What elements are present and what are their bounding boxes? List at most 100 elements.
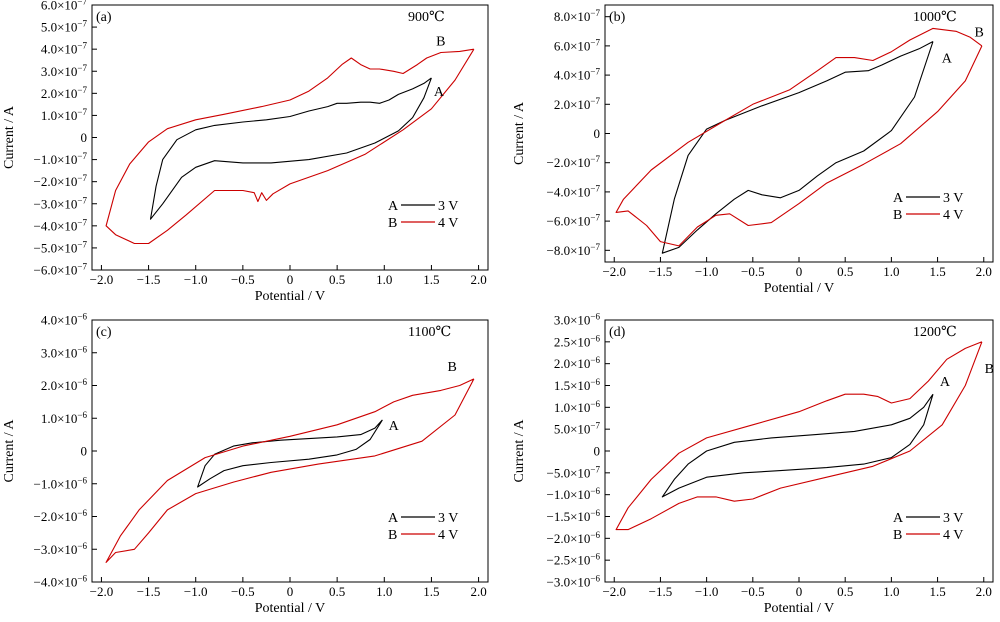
y-tick-label: −6.0×10−7 — [34, 262, 88, 278]
series-line-b — [105, 48, 475, 245]
x-tick-label: −1.0 — [184, 584, 208, 599]
legend-label: 3 V — [438, 511, 458, 526]
panel-2: −2.0 −1.5 −1.0 −0.5 0 0.5 1.0 1.5 2.0−8.0×10−7−6… — [512, 4, 994, 296]
y-tick-mantissa: 2.0×10 — [41, 378, 78, 393]
panel-label: (b) — [609, 10, 626, 25]
y-tick-label: 1.0×10−7 — [41, 107, 88, 123]
curve-label-b: B — [985, 362, 994, 377]
legend-key: B — [388, 216, 397, 231]
y-tick-mantissa: 1.0×10 — [554, 400, 591, 415]
y-tick-mantissa: 5.0×10 — [41, 20, 78, 35]
x-tick-label: 1.5 — [929, 264, 945, 279]
x-tick-label: 2.0 — [976, 264, 992, 279]
y-tick-label: 2.0×10−6 — [554, 355, 601, 371]
y-tick-exponent: −7 — [590, 183, 600, 193]
y-tick-label: −3.0×10−6 — [34, 541, 88, 557]
x-axis-label: Potential / V — [764, 281, 835, 296]
y-tick-label: 0 — [594, 444, 601, 459]
curve-label-a: A — [942, 52, 953, 67]
y-tick-label: −3.0×10−6 — [547, 574, 601, 590]
y-tick-exponent: −7 — [77, 85, 87, 95]
x-tick-label: −1.5 — [649, 264, 673, 279]
panel-1: −2.0 −1.5 −1.0 −0.5 0 0.5 1.0 1.5 2.0−6.0×10−7−5… — [2, 0, 489, 304]
y-tick-mantissa: −5.0×10 — [547, 465, 591, 480]
series-line-b — [615, 27, 983, 247]
x-tick-label: −2.0 — [602, 264, 626, 279]
y-tick-mantissa: 1.0×10 — [41, 411, 78, 426]
panel-label: (a) — [96, 10, 112, 25]
y-tick-label: 4.0×10−6 — [41, 312, 88, 328]
y-tick-label: 0 — [81, 444, 88, 459]
x-tick-label: −1.0 — [695, 264, 719, 279]
y-tick-label: −1.0×10−7 — [34, 151, 88, 167]
x-tick-label: −0.5 — [231, 584, 255, 599]
y-tick-label: 2.0×10−6 — [41, 377, 88, 393]
plot-frame — [604, 319, 994, 583]
x-tick-label: −1.0 — [184, 272, 208, 287]
panel-label: (c) — [96, 325, 112, 340]
y-tick-label: 1.0×10−6 — [41, 410, 88, 426]
x-tick-label: 2.0 — [976, 584, 992, 599]
y-tick-label: 3.0×10−7 — [41, 63, 88, 79]
y-tick-mantissa: 6.0×10 — [41, 0, 78, 13]
y-tick-exponent: −7 — [590, 67, 600, 77]
legend-label: 3 V — [438, 199, 458, 214]
legend-key: A — [893, 191, 904, 206]
y-tick-exponent: −7 — [77, 151, 87, 161]
y-tick-exponent: −7 — [590, 213, 600, 223]
y-tick-exponent: −7 — [77, 195, 87, 205]
y-axis-label: Current / A — [512, 419, 527, 483]
x-tick-label: 1.0 — [376, 584, 392, 599]
x-tick-label: 0.5 — [329, 584, 345, 599]
y-tick-mantissa: 1.5×10 — [554, 378, 591, 393]
y-tick-label: −2.0×10−7 — [547, 154, 601, 170]
y-tick-label: 2.0×10−7 — [554, 96, 601, 112]
y-tick-exponent: −6 — [590, 574, 600, 584]
curve-label-b: B — [436, 34, 445, 49]
y-tick-mantissa: 2.0×10 — [554, 97, 591, 112]
x-tick-label: −0.5 — [231, 272, 255, 287]
y-tick-label: −1.5×10−6 — [547, 508, 601, 524]
x-tick-label: 2.0 — [470, 584, 486, 599]
series-line-a — [197, 419, 383, 488]
panel-label: (d) — [609, 325, 626, 340]
panel-3: −2.0 −1.5 −1.0 −0.5 0 0.5 1.0 1.5 2.0−4.0×10−6−3… — [2, 312, 489, 616]
y-tick-exponent: −6 — [590, 312, 600, 322]
x-tick-label: 2.0 — [470, 272, 486, 287]
y-tick-mantissa: 2.0×10 — [41, 86, 78, 101]
y-tick-mantissa: −2.0×10 — [547, 155, 591, 170]
legend-label: 4 V — [438, 216, 458, 231]
y-tick-mantissa: −1.0×10 — [34, 476, 78, 491]
y-tick-label: 4.0×10−7 — [41, 41, 88, 57]
legend-label: 4 V — [438, 528, 458, 543]
y-tick-label: −6.0×10−7 — [547, 213, 601, 229]
legend-label: 3 V — [943, 511, 963, 526]
y-tick-exponent: −7 — [77, 41, 87, 51]
y-tick-label: −2.0×10−6 — [34, 508, 88, 524]
y-tick-exponent: −7 — [77, 19, 87, 29]
y-tick-label: −5.0×10−7 — [34, 239, 88, 255]
y-tick-label: −2.0×10−6 — [547, 530, 601, 546]
y-tick-label: −8.0×10−7 — [547, 242, 601, 258]
series-line-b — [105, 378, 475, 563]
y-tick-exponent: −7 — [77, 63, 87, 73]
legend-key: A — [388, 511, 399, 526]
y-tick-mantissa: 8.0×10 — [554, 9, 591, 24]
series-line-a — [661, 41, 934, 254]
y-tick-mantissa: −4.0×10 — [34, 575, 78, 590]
x-axis-label: Potential / V — [255, 601, 326, 616]
x-tick-label: −2.0 — [602, 584, 626, 599]
x-tick-label: −1.0 — [695, 584, 719, 599]
y-tick-label: 6.0×10−7 — [41, 0, 88, 13]
y-tick-mantissa: 3.0×10 — [41, 64, 78, 79]
y-tick-exponent: −6 — [590, 486, 600, 496]
x-tick-label: −1.5 — [137, 272, 161, 287]
panel-4: −2.0 −1.5 −1.0 −0.5 0 0.5 1.0 1.5 2.0−3.0×10−6−2… — [512, 312, 994, 617]
y-tick-exponent: −6 — [590, 508, 600, 518]
y-tick-label: 8.0×10−7 — [554, 8, 601, 24]
y-tick-label: 1.0×10−6 — [554, 399, 601, 415]
y-tick-label: 4.0×10−7 — [554, 67, 601, 83]
y-tick-mantissa: −1.0×10 — [34, 152, 78, 167]
y-tick-exponent: −7 — [590, 96, 600, 106]
x-tick-label: 0 — [796, 264, 803, 279]
